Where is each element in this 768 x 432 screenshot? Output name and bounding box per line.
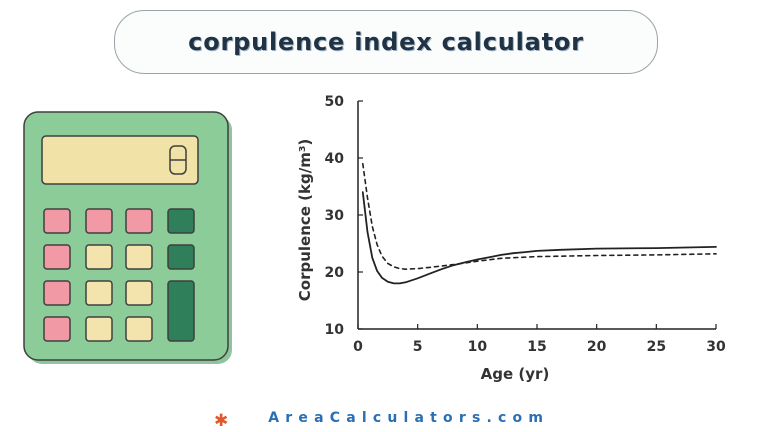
key — [85, 208, 113, 234]
calculator-keypad — [43, 208, 195, 342]
y-tick-label: 20 — [325, 265, 345, 281]
x-tick-label: 10 — [468, 339, 488, 355]
page-title: corpulence index calculator — [188, 28, 584, 56]
y-tick-label: 10 — [325, 322, 345, 338]
asterisk-icon: ✱ — [214, 411, 229, 431]
title-banner: corpulence index calculator — [114, 10, 658, 74]
key — [167, 208, 195, 234]
key — [125, 280, 153, 306]
x-tick-label: 15 — [527, 339, 546, 355]
key — [125, 244, 153, 270]
key — [125, 208, 153, 234]
x-tick-label: 0 — [353, 339, 363, 355]
x-tick-label: 5 — [413, 339, 423, 355]
series-line-solid — [361, 191, 717, 285]
footer: ✱ AreaCalculators.com — [214, 408, 550, 431]
y-tick-label: 50 — [325, 94, 345, 110]
key — [85, 316, 113, 342]
y-tick-label: 40 — [325, 151, 345, 167]
key — [85, 280, 113, 306]
calculator-display — [41, 135, 199, 185]
key-tall — [167, 280, 195, 342]
key — [43, 208, 71, 234]
key — [167, 244, 195, 270]
key — [43, 244, 71, 270]
key — [125, 316, 153, 342]
key — [43, 280, 71, 306]
x-tick-label: 20 — [587, 339, 607, 355]
corpulence-chart: 0 5 10 15 20 25 30 10 20 30 40 50 Age (yr) Corpulence… — [296, 94, 726, 383]
y-axis-label: Corpulence (kg/m³) — [296, 139, 314, 302]
key — [85, 244, 113, 270]
key — [43, 316, 71, 342]
site-name[interactable]: AreaCalculators.com — [268, 410, 550, 426]
x-tick-label: 30 — [706, 339, 726, 355]
calculator-icon — [23, 111, 232, 364]
x-axis-label: Age (yr) — [481, 365, 550, 383]
x-tick-label: 25 — [647, 339, 666, 355]
series-line-dashed — [362, 162, 717, 270]
y-tick-label: 30 — [325, 208, 345, 224]
